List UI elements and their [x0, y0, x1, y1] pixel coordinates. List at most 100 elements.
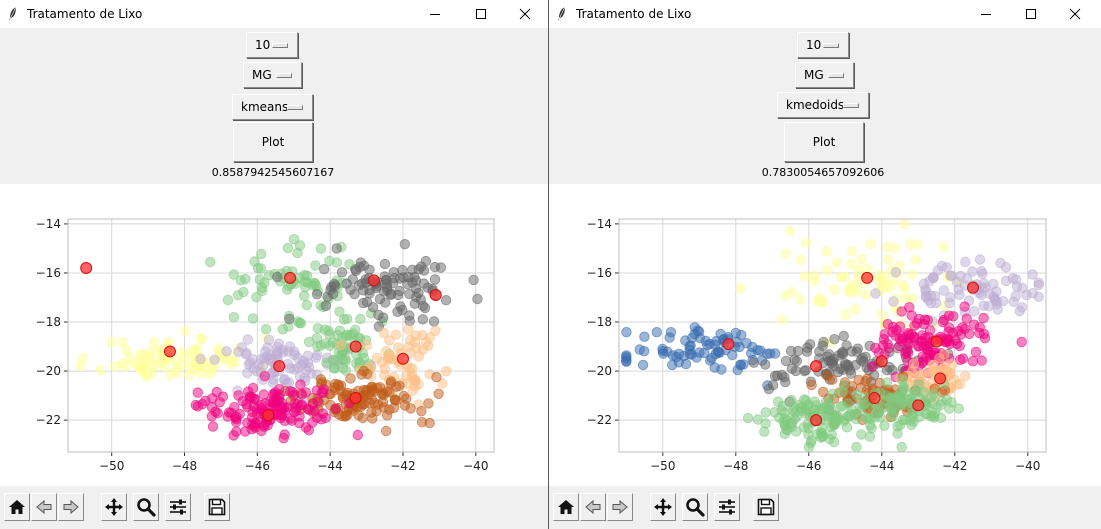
data-point: [806, 379, 817, 391]
data-point: [95, 364, 106, 376]
data-point: [691, 352, 702, 363]
dropdown-indicator: [823, 43, 839, 48]
maximize-button[interactable]: [458, 0, 504, 28]
data-point: [324, 255, 335, 267]
data-point: [865, 413, 876, 425]
data-point: [256, 285, 268, 297]
data-point: [206, 411, 218, 422]
configure-subplots-button[interactable]: [714, 493, 740, 521]
data-point: [419, 302, 431, 314]
forward-button[interactable]: [607, 493, 633, 521]
data-point: [195, 367, 207, 379]
data-point: [323, 325, 334, 337]
algorithm-select[interactable]: kmeans: [232, 94, 313, 120]
title-bar[interactable]: Tratamento de Lixo: [0, 0, 548, 28]
scatter-chart[interactable]: −50 −48 −46 −44 −42 −40 −14 −16 −18 −20 −22: [0, 184, 548, 486]
configure-subplots-button[interactable]: [165, 493, 191, 521]
data-point: [221, 346, 232, 357]
data-point: [824, 433, 835, 445]
save-button[interactable]: [204, 493, 230, 521]
plot-button[interactable]: Plot: [784, 122, 864, 162]
minimize-button[interactable]: [963, 0, 1009, 28]
data-point: [910, 254, 921, 265]
data-point: [917, 351, 928, 362]
save-button[interactable]: [753, 493, 779, 521]
data-point: [303, 336, 315, 348]
centroid-point: [396, 352, 409, 365]
plot-button[interactable]: Plot: [233, 122, 313, 162]
figure-canvas[interactable]: −50 −48 −46 −44 −42 −40 −14 −16 −18 −20 −22: [0, 184, 548, 486]
data-point: [1008, 296, 1019, 308]
data-point: [384, 335, 395, 346]
zoom-button[interactable]: [682, 493, 708, 521]
data-point: [957, 353, 969, 364]
data-point: [896, 306, 907, 317]
algorithm-select[interactable]: kmedoids: [777, 92, 869, 118]
data-point: [735, 283, 746, 294]
pan-icon: [654, 498, 672, 516]
data-point: [941, 394, 953, 405]
back-button[interactable]: [580, 493, 606, 521]
data-point: [908, 358, 920, 369]
data-point: [423, 398, 434, 409]
data-point: [651, 326, 663, 338]
data-point: [367, 301, 379, 313]
data-point: [786, 394, 797, 406]
data-point: [864, 431, 876, 442]
data-point: [231, 426, 242, 437]
data-point: [349, 288, 360, 300]
centroid-point: [810, 360, 823, 373]
data-point: [959, 301, 970, 312]
region-select[interactable]: MG: [795, 62, 854, 88]
back-icon: [36, 499, 52, 515]
data-point: [988, 278, 999, 290]
data-point: [898, 383, 910, 394]
pan-button[interactable]: [650, 493, 676, 521]
data-point: [320, 412, 332, 424]
data-point: [190, 399, 202, 411]
data-point: [839, 271, 851, 283]
algorithm-value: kmedoids: [786, 98, 845, 112]
data-point: [840, 309, 851, 321]
clusters-value: 10: [806, 38, 822, 52]
region-select[interactable]: MG: [243, 62, 302, 88]
close-button[interactable]: [1052, 0, 1098, 28]
data-point: [909, 331, 920, 343]
data-point: [441, 365, 452, 377]
pan-button[interactable]: [101, 493, 127, 521]
data-point: [860, 351, 871, 363]
data-point: [302, 350, 314, 362]
home-button[interactable]: [553, 493, 579, 521]
back-button[interactable]: [31, 493, 57, 521]
data-point: [279, 415, 290, 427]
home-button[interactable]: [4, 493, 30, 521]
close-button[interactable]: [502, 0, 548, 28]
maximize-button[interactable]: [1008, 0, 1054, 28]
centroid-point: [284, 271, 297, 284]
data-point: [780, 355, 792, 367]
forward-icon: [63, 499, 79, 515]
zoom-button[interactable]: [133, 493, 159, 521]
data-point: [1033, 279, 1044, 291]
data-point: [222, 294, 234, 306]
data-point: [671, 351, 682, 363]
data-point: [254, 274, 265, 285]
forward-button[interactable]: [58, 493, 84, 521]
y-tick-label: −22: [36, 413, 61, 427]
y-tick-label: −14: [36, 217, 61, 231]
data-point: [974, 254, 986, 265]
x-tick-label: −40: [463, 459, 488, 473]
scatter-chart[interactable]: −50 −48 −46 −44 −42 −40 −14 −16 −18 −20 −22: [549, 184, 1101, 486]
data-point: [821, 246, 832, 257]
data-point: [938, 242, 949, 253]
minimize-button[interactable]: [412, 0, 458, 28]
data-point: [431, 371, 442, 383]
figure-canvas[interactable]: −50 −48 −46 −44 −42 −40 −14 −16 −18 −20 −22: [549, 184, 1101, 486]
title-bar[interactable]: Tratamento de Lixo: [549, 0, 1101, 28]
clusters-select[interactable]: 10: [797, 32, 849, 58]
data-point: [809, 275, 820, 287]
data-point: [249, 256, 260, 267]
data-point: [329, 382, 340, 393]
data-point: [381, 274, 392, 286]
clusters-select[interactable]: 10: [246, 32, 298, 58]
